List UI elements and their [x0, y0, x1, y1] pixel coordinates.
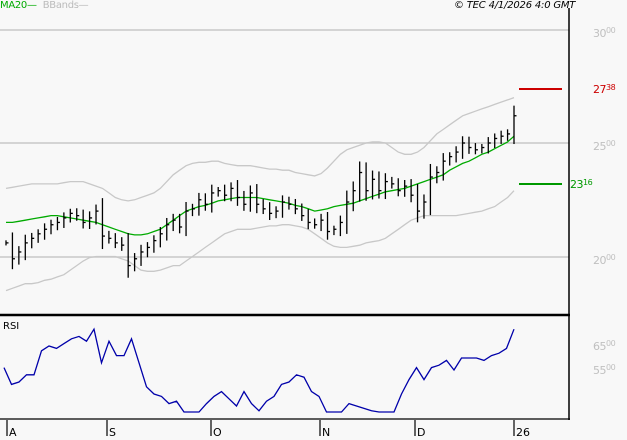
rsi-panel-title: RSI [3, 321, 20, 332]
x-label-oct: O [213, 426, 222, 439]
price-axis-label-3000: 3000 [593, 26, 616, 40]
bbands-lower-line [5, 190, 515, 292]
chart-legend: MA20— BBands— [0, 0, 89, 11]
resistance-level-label: 2738 [593, 83, 616, 96]
legend-bbands: BBands— [42, 0, 89, 11]
rsi-line [3, 327, 515, 413]
x-label-aug: A [9, 426, 17, 439]
support-level-label: 2316 [570, 178, 593, 191]
rsi-axis-label-55: 5500 [593, 363, 616, 377]
bbands-upper-line [5, 96, 515, 202]
x-label-sep: S [109, 426, 116, 439]
copyright-timestamp: © TEC 4/1/2026 4:0 GMT [454, 0, 576, 11]
ohlc-bars [5, 105, 517, 278]
price-axis-label-2000: 2000 [593, 253, 616, 267]
rsi-axis-label-65: 6500 [593, 339, 616, 353]
x-label-nov: N [322, 426, 331, 439]
legend-ma20: MA20— [0, 0, 37, 11]
x-label-dec: D [417, 426, 426, 439]
price-axis-label-2500: 2500 [593, 139, 616, 153]
x-label-2026: 26 [516, 426, 530, 439]
x-ticks [6, 420, 515, 436]
ma20-line [6, 135, 515, 236]
